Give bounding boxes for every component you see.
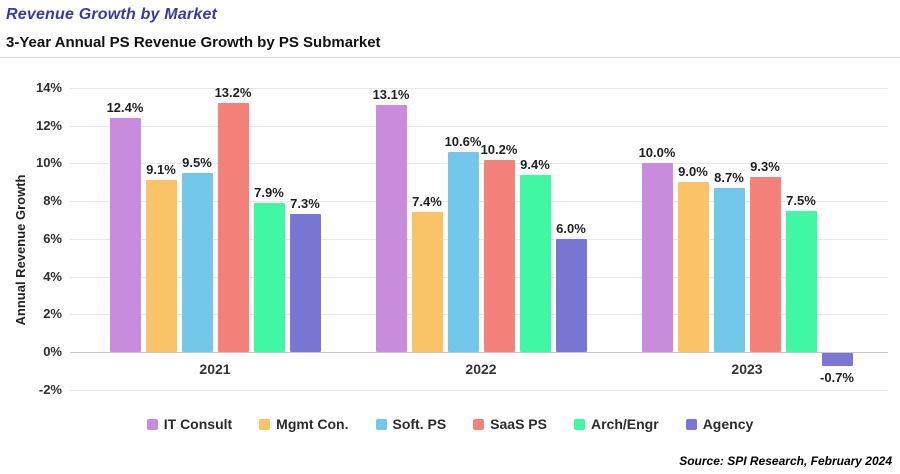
legend-item-it-consult: IT Consult [146,416,233,432]
gridline [70,238,888,240]
legend-label: Mgmt Con. [276,416,349,432]
bar-value-label: 9.1% [146,162,176,178]
legend-swatch-icon [375,418,387,430]
bar-2021-agency [289,214,321,352]
bar-value-label: -0.7% [820,370,854,386]
y-tick-label: 6% [43,230,62,246]
bar-value-label: 9.0% [678,164,708,180]
legend-swatch-icon [259,418,271,430]
y-tick-label: -2% [38,381,62,397]
plot-area: 14% 12% 10% 8% 6% 4% 2% 0% -2% 12.4% 9.1% 9.5% 13.2%… [0,58,900,402]
bar-value-label: 9.4% [520,156,550,172]
legend-swatch-icon [574,418,585,430]
y-tick-label: 8% [43,193,62,209]
bar-2023-soft-ps [713,187,745,352]
gridline [70,389,888,391]
y-tick-label: 0% [43,344,62,359]
bar-2021-arch-engr [253,203,285,352]
bar-value-label: 7.3% [290,196,320,212]
bar-2023-agency [821,353,853,367]
bar-2023-it-consult [641,163,673,352]
y-tick-label: 4% [43,268,62,284]
bar-value-label: 12.4% [106,100,144,116]
legend-item-mgmt-con: Mgmt Con. [259,416,349,432]
page-title: Revenue Growth by Market [6,6,218,23]
bar-2023-arch-engr [785,210,817,352]
chart-subtitle: 3-Year Annual PS Revenue Growth by PS Su… [6,34,381,51]
bar-2022-agency [555,238,587,352]
chart-legend: IT Consult Mgmt Con. Soft. PS SaaS PS Arch/E… [0,416,900,432]
legend-swatch-icon [146,418,158,430]
bar-value-label: 6.0% [556,220,586,236]
legend-item-arch-engr: Arch/Engr [574,416,659,432]
legend-label: Soft. PS [392,416,447,432]
legend-item-saas-ps: SaaS PS [473,416,547,432]
bar-value-label: 10.6% [444,134,482,150]
zero-axis-line [70,352,888,353]
legend-item-agency: Agency [685,416,754,432]
y-tick-label: 2% [43,306,62,322]
y-tick-label: 12% [35,117,62,133]
bar-2022-mgmt-con [411,212,443,352]
bar-2021-saas-ps [217,103,249,352]
gridline [70,88,888,89]
legend-label: IT Consult [163,416,233,432]
chart-header: Revenue Growth by Market 3-Year Annual P… [0,0,900,58]
x-axis-label-2023: 2023 [731,361,763,377]
bar-2021-mgmt-con [145,180,177,352]
x-axis-label-2022: 2022 [465,361,497,377]
bar-2022-it-consult [375,104,407,352]
bar-2022-soft-ps [447,152,479,352]
gridline [70,163,888,165]
bar-2023-mgmt-con [677,182,709,352]
bar-2023-saas-ps [749,176,781,352]
x-axis-label-2021: 2021 [199,361,231,377]
bar-value-label: 10.0% [638,145,676,161]
y-tick-label: 10% [35,155,62,171]
legend-swatch-icon [685,418,697,430]
bar-value-label: 10.2% [480,141,518,157]
bar-value-label: 7.4% [412,194,442,210]
legend-item-soft-ps: Soft. PS [375,416,447,432]
legend-label: Agency [702,416,754,432]
bar-value-label: 13.1% [372,86,410,102]
bar-value-label: 7.9% [254,185,284,201]
bar-2022-arch-engr [519,174,551,352]
bar-value-label: 13.2% [214,85,252,101]
bar-value-label: 7.5% [786,192,816,208]
bar-value-label: 9.5% [182,154,212,170]
bar-value-label: 9.3% [750,158,780,174]
y-tick-label: 14% [35,80,62,95]
bar-2021-soft-ps [181,172,213,352]
gridline [70,125,888,127]
bar-2022-saas-ps [483,159,515,352]
gridline [70,201,888,203]
legend-swatch-icon [473,418,485,430]
gridline [70,314,888,316]
source-note: Source: SPI Research, February 2024 [679,454,892,468]
bar-value-label: 8.7% [714,169,744,185]
legend-label: Arch/Engr [591,416,659,432]
legend-label: SaaS PS [490,416,547,432]
grouped-bar-chart: Annual Revenue Growth 14% 12% 10% 8% 6% 4% 2% 0… [0,58,900,402]
gridline [70,276,888,278]
bar-2021-it-consult [109,118,141,352]
